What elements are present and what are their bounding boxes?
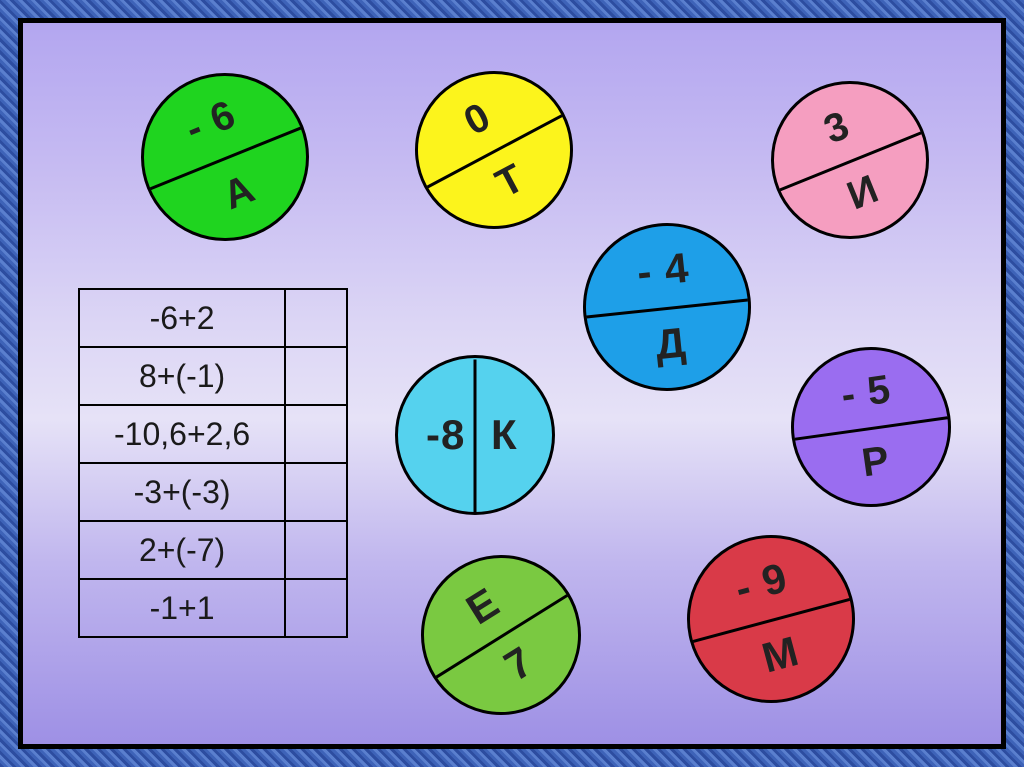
answer-cell[interactable] — [285, 289, 347, 347]
table-row: -1+1 — [79, 579, 347, 637]
table-row: -3+(-3) — [79, 463, 347, 521]
answer-cell[interactable] — [285, 579, 347, 637]
table-row: 2+(-7) — [79, 521, 347, 579]
disc-number: - 6 — [128, 73, 293, 171]
disc-a: - 6А — [116, 48, 335, 267]
disc-number: - 5 — [787, 361, 945, 422]
table-row: -6+2 — [79, 289, 347, 347]
expressions-table: -6+28+(-1)-10,6+2,6-3+(-3)2+(-7)-1+1 — [78, 288, 348, 638]
disc-number: - 4 — [580, 241, 746, 300]
disc-r: - 5 Р — [781, 337, 962, 518]
answer-cell[interactable] — [285, 521, 347, 579]
outer-frame: -6+28+(-1)-10,6+2,6-3+(-3)2+(-7)-1+1 - 6… — [0, 0, 1024, 767]
table-row: -10,6+2,6 — [79, 405, 347, 463]
disc-k: -8К — [395, 355, 555, 515]
expr-cell: 2+(-7) — [79, 521, 285, 579]
disc-number: - 9 — [678, 542, 845, 624]
disc-m: - 9М — [668, 516, 874, 722]
expr-cell: -1+1 — [79, 579, 285, 637]
disc-letter: А — [157, 144, 322, 242]
disc-letter: К — [475, 358, 534, 512]
expr-cell: -10,6+2,6 — [79, 405, 285, 463]
answer-cell[interactable] — [285, 405, 347, 463]
disc-letter: Д — [588, 315, 754, 374]
disc-number: -8 — [416, 358, 475, 512]
disc-t: 0Т — [387, 43, 601, 257]
expr-cell: -6+2 — [79, 289, 285, 347]
disc-letter: Р — [797, 432, 955, 493]
answer-cell[interactable] — [285, 463, 347, 521]
disc-i: 3И — [747, 57, 953, 263]
expr-cell: -3+(-3) — [79, 463, 285, 521]
disc-e: Е7 — [391, 525, 611, 745]
expr-cell: 8+(-1) — [79, 347, 285, 405]
disc-d: - 4 Д — [575, 215, 760, 400]
slide-canvas: -6+28+(-1)-10,6+2,6-3+(-3)2+(-7)-1+1 - 6… — [18, 18, 1006, 749]
disc-letter: М — [697, 614, 864, 696]
answer-cell[interactable] — [285, 347, 347, 405]
table-row: 8+(-1) — [79, 347, 347, 405]
disc-divider — [586, 299, 747, 319]
